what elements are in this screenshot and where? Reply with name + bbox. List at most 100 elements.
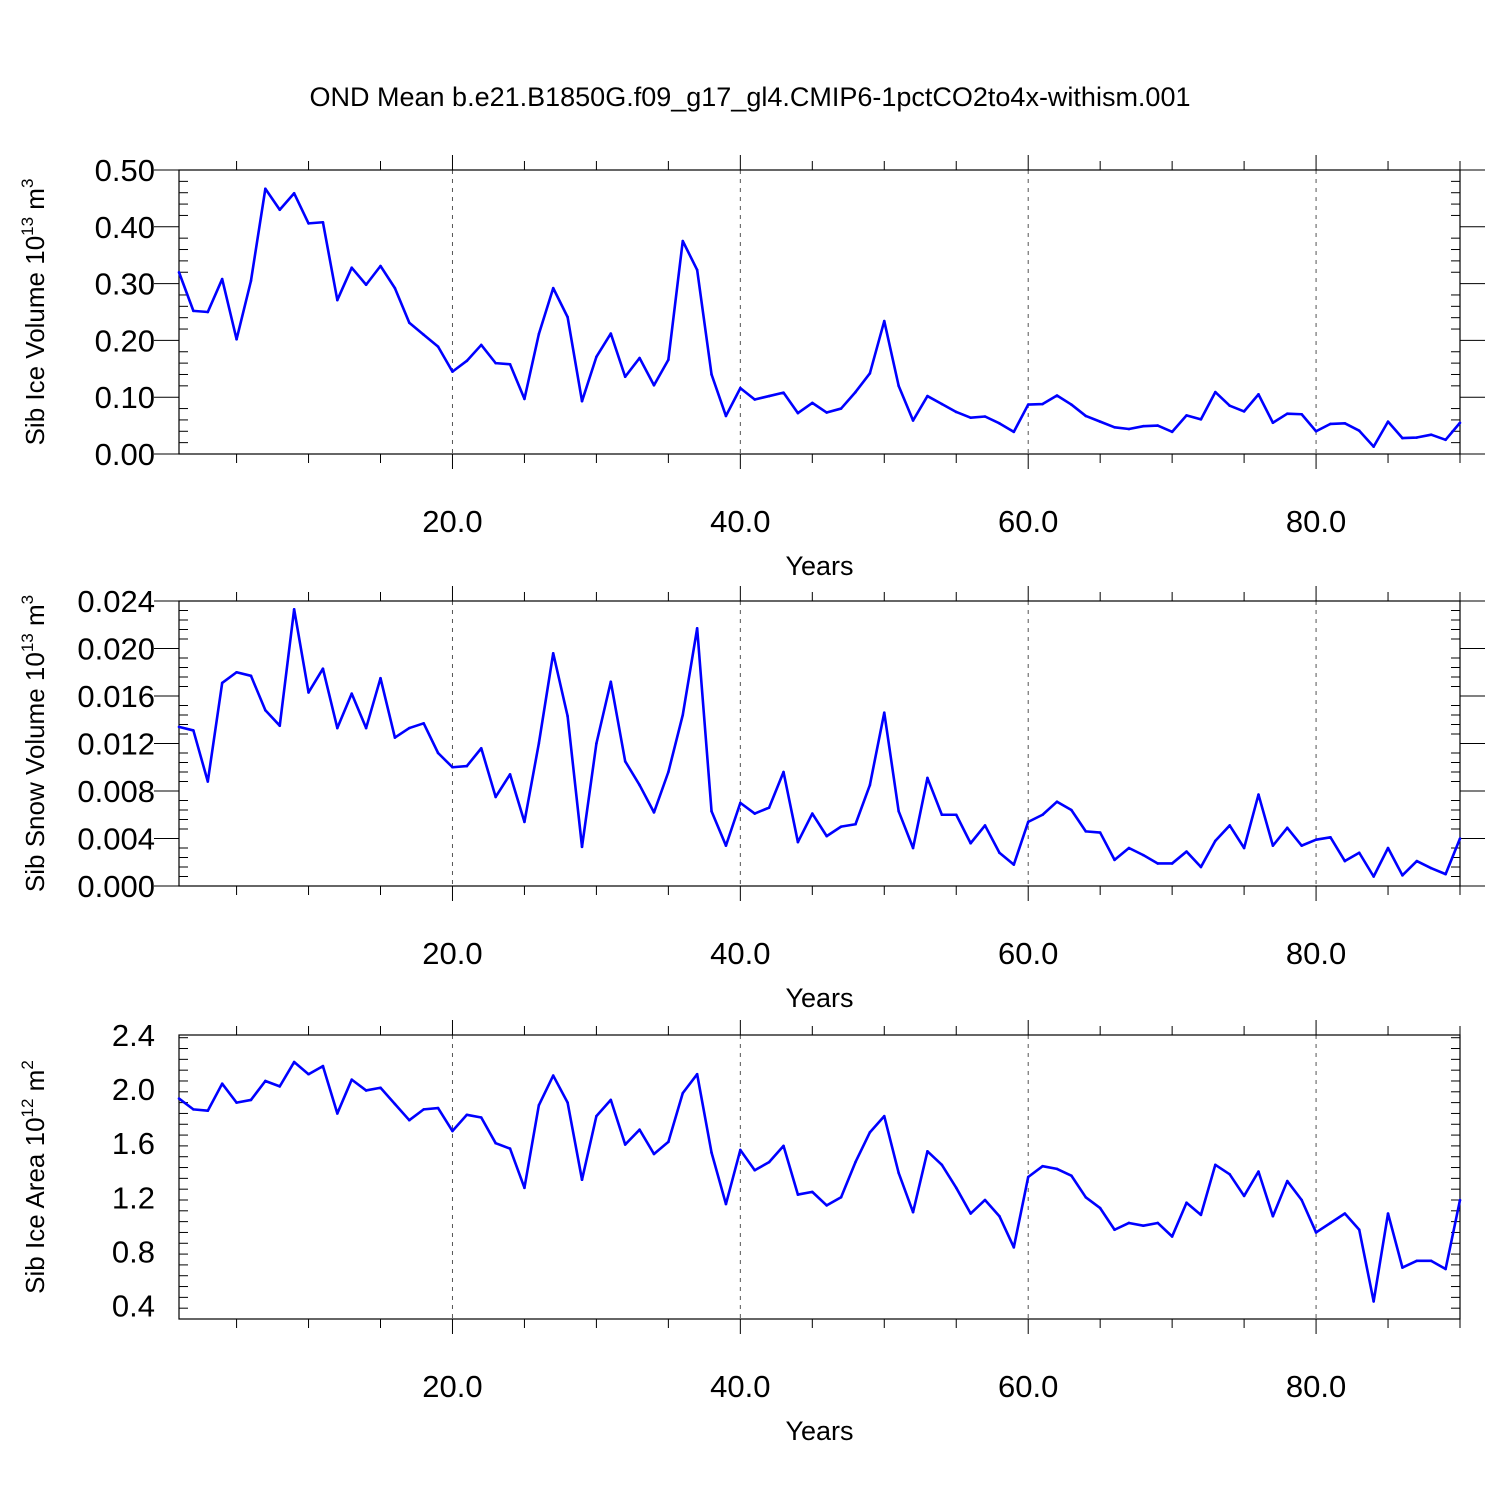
data-point: [379, 264, 382, 268]
x-tick-label: 60.0: [998, 504, 1058, 539]
data-point: [839, 825, 843, 828]
data-point: [609, 332, 613, 335]
y-tick-label: 0.000: [77, 869, 155, 904]
data-point: [206, 310, 210, 314]
x-tick-label: 40.0: [710, 1369, 770, 1404]
x-tick-label: 80.0: [1286, 504, 1346, 539]
data-point: [1228, 404, 1232, 408]
data-point: [1257, 1170, 1260, 1173]
data-point: [1142, 853, 1145, 857]
data-point: [494, 1141, 497, 1145]
data-point: [1242, 410, 1246, 413]
data-point: [710, 809, 713, 813]
data-point: [1314, 1231, 1318, 1234]
data-point: [1401, 874, 1404, 877]
data-point: [940, 1163, 944, 1167]
data-point: [393, 736, 397, 739]
data-point: [1170, 1235, 1174, 1238]
data-point: [1070, 1174, 1073, 1177]
series-line-ice-area: [178, 1060, 1462, 1303]
data-point: [1329, 836, 1332, 839]
data-point: [537, 332, 541, 336]
data-point: [494, 361, 497, 365]
data-point: [1098, 420, 1102, 423]
data-point: [407, 321, 411, 325]
x-axis-label: Years: [785, 1416, 853, 1446]
data-point: [206, 780, 210, 783]
data-point: [1156, 1221, 1160, 1225]
x-axis-label: Years: [785, 983, 853, 1013]
data-point: [1127, 846, 1131, 850]
data-point: [710, 373, 713, 376]
data-point: [1458, 1198, 1462, 1202]
data-point: [1343, 1212, 1347, 1215]
data-point: [379, 1086, 382, 1090]
data-point: [249, 279, 253, 283]
data-point: [350, 1078, 354, 1081]
data-point: [609, 680, 613, 684]
data-point: [407, 1118, 411, 1122]
x-tick-label: 40.0: [710, 936, 770, 971]
data-point: [1357, 429, 1361, 433]
data-point: [1401, 436, 1404, 440]
data-point: [336, 726, 339, 730]
data-point: [508, 362, 512, 366]
y-tick-label: 0.008: [77, 774, 155, 809]
data-point: [926, 394, 929, 398]
data-point: [609, 1098, 613, 1102]
data-point: [1257, 793, 1260, 796]
data-point: [523, 1186, 526, 1190]
data-point: [595, 742, 598, 745]
data-point: [695, 1072, 699, 1076]
data-point: [1041, 813, 1044, 817]
data-point: [782, 770, 785, 774]
data-point: [839, 407, 843, 410]
data-point: [1458, 837, 1462, 840]
series-line-ice-volume: [177, 187, 1461, 448]
data-point: [638, 783, 641, 787]
data-point: [1026, 820, 1030, 824]
y-tick-label: 0.8: [112, 1234, 155, 1269]
data-point: [954, 813, 958, 817]
data-point: [983, 824, 987, 827]
data-point: [623, 1143, 627, 1146]
y-tick-label: 0.00: [95, 437, 155, 472]
data-point: [1084, 1195, 1088, 1199]
data-point: [1113, 1228, 1116, 1232]
data-point: [695, 268, 699, 272]
y-tick-label: 0.016: [77, 679, 155, 714]
data-point: [1098, 1206, 1102, 1210]
data-point: [796, 411, 800, 415]
y-tick-label: 1.2: [112, 1180, 155, 1215]
data-point: [681, 239, 685, 243]
x-axis-label: Years: [785, 551, 853, 581]
data-point: [1012, 863, 1016, 866]
y-tick-label: 2.4: [112, 1018, 155, 1053]
data-point: [652, 811, 656, 814]
data-point: [753, 812, 757, 815]
data-point: [652, 383, 656, 387]
data-point: [379, 676, 382, 680]
data-point: [1300, 844, 1303, 847]
x-tick-label: 60.0: [998, 936, 1058, 971]
data-point: [580, 1178, 584, 1182]
data-point: [1372, 445, 1375, 448]
data-point: [566, 714, 569, 718]
data-point: [724, 414, 728, 418]
data-point: [969, 841, 972, 845]
series-line-snow-volume: [178, 608, 1462, 878]
data-point: [724, 844, 728, 847]
data-point: [1041, 402, 1044, 406]
data-point: [566, 315, 569, 319]
y-tick-label: 2.0: [112, 1072, 155, 1107]
data-point: [983, 1198, 987, 1202]
data-point: [192, 309, 195, 313]
data-point: [479, 343, 483, 347]
data-point: [1343, 859, 1347, 863]
data-point: [1199, 418, 1203, 421]
data-point: [667, 358, 670, 362]
data-point: [350, 692, 354, 695]
data-point: [1084, 414, 1088, 418]
y-tick-label: 0.012: [77, 727, 155, 762]
x-tick-label: 60.0: [998, 1369, 1058, 1404]
